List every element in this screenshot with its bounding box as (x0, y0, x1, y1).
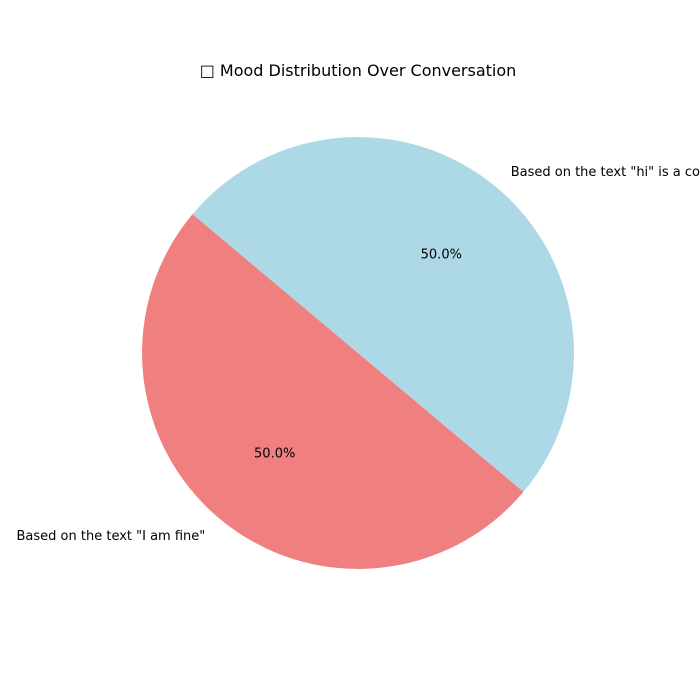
slice-percent-label-2: 50.0% (421, 248, 462, 263)
slice-percent-label-1: 50.0% (254, 446, 295, 461)
pie-slice-1 (142, 214, 524, 569)
pie-slice-2 (192, 137, 574, 492)
slice-label-2: Based on the text "hi" is a common greet… (511, 165, 700, 180)
pie-labels: 50.0% Based on the text "I am fine" 50.0% B… (17, 165, 700, 544)
chart-title: □ Mood Distribution Over Conversation (200, 61, 517, 80)
slice-label-1: Based on the text "I am fine" (17, 529, 206, 544)
pie-slices (142, 137, 574, 569)
